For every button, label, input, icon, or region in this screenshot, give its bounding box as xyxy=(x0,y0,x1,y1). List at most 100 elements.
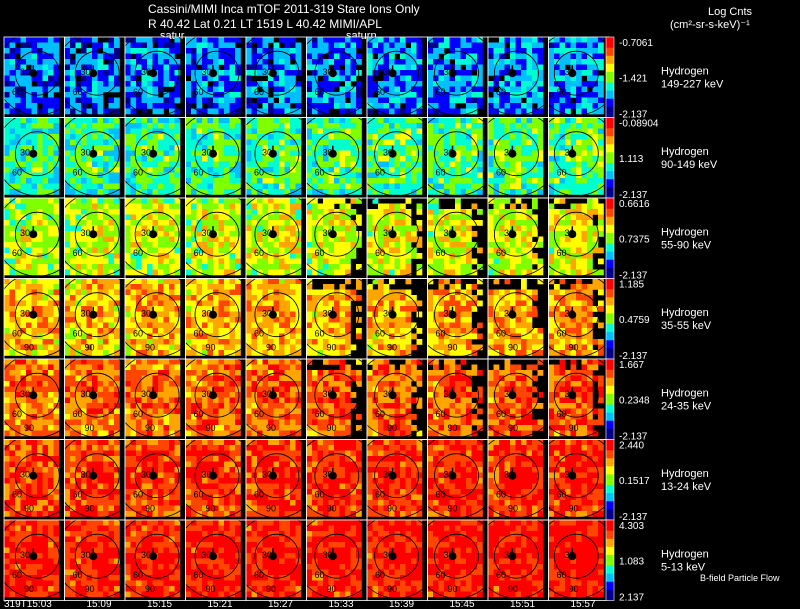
heatmap-pixel xyxy=(191,117,197,124)
heatmap-pixel xyxy=(383,203,390,210)
heatmap-pixel xyxy=(9,75,16,82)
heatmap-pixel xyxy=(383,183,390,190)
heatmap-pixel xyxy=(455,64,461,71)
heatmap-pixel xyxy=(141,242,148,248)
heatmap-pixel xyxy=(598,258,604,265)
heatmap-pixel xyxy=(526,178,533,184)
heatmap-pixel xyxy=(218,242,225,248)
heatmap-pixel xyxy=(70,225,76,232)
heatmap-pixel xyxy=(257,300,263,307)
heatmap-pixel xyxy=(460,178,467,184)
heatmap-pixel xyxy=(64,225,71,232)
heatmap-pixel xyxy=(75,178,82,184)
heatmap-pixel xyxy=(262,300,269,307)
heatmap-pixel xyxy=(9,300,16,307)
heatmap-pixel xyxy=(136,247,142,254)
heatmap-pixel xyxy=(125,225,131,232)
colorbar-segment xyxy=(606,128,614,132)
colorbar-segment xyxy=(606,74,614,78)
heatmap-pixel xyxy=(367,64,373,71)
heatmap-pixel xyxy=(367,145,373,151)
heatmap-pixel xyxy=(235,53,241,60)
heatmap-pixel xyxy=(191,48,197,54)
heatmap-pixel xyxy=(537,139,544,146)
heatmap-pixel xyxy=(202,209,208,215)
heatmap-pixel xyxy=(427,75,434,82)
heatmap-pixel xyxy=(411,236,417,243)
heatmap-pixel xyxy=(504,258,511,265)
heatmap-pixel xyxy=(279,64,285,71)
heatmap-pixel xyxy=(246,178,252,184)
heatmap-pixel xyxy=(64,209,71,215)
heatmap-pixel xyxy=(521,247,527,254)
heatmap-pixel xyxy=(26,278,32,285)
heatmap-pixel xyxy=(185,81,192,87)
heatmap-pixel xyxy=(587,264,593,270)
heatmap-pixel xyxy=(444,42,450,49)
heatmap-pixel xyxy=(548,92,555,98)
heatmap-pixel xyxy=(328,139,335,146)
heatmap-pixel xyxy=(9,344,16,351)
heatmap-pixel xyxy=(103,145,109,151)
heatmap-pixel xyxy=(554,108,560,115)
heatmap-pixel xyxy=(108,103,115,109)
heatmap-pixel xyxy=(152,59,159,65)
heatmap-pixel xyxy=(147,117,153,124)
heatmap-pixel xyxy=(416,86,423,93)
heatmap-pixel xyxy=(345,247,351,254)
contour-line xyxy=(254,50,300,96)
heatmap-pixel xyxy=(350,123,357,129)
heatmap-pixel xyxy=(400,145,406,151)
heatmap-pixel xyxy=(383,108,390,115)
heatmap-pixel xyxy=(515,42,522,49)
heatmap-pixel xyxy=(581,209,588,215)
heatmap-pixel xyxy=(576,42,582,49)
heatmap-pixel xyxy=(53,344,60,351)
contour-line xyxy=(548,117,609,197)
heatmap-pixel xyxy=(510,128,516,135)
heatmap-pixel xyxy=(31,225,38,232)
heatmap-pixel xyxy=(339,53,346,60)
heatmap-pixel xyxy=(141,48,148,54)
heatmap-pixel xyxy=(537,236,544,243)
heatmap-pixel xyxy=(163,64,170,71)
colorbar-segment xyxy=(606,235,614,239)
heatmap-pixel xyxy=(64,161,71,168)
heatmap-pixel xyxy=(103,128,109,135)
heatmap-pixel xyxy=(532,189,538,195)
heatmap-pixel xyxy=(114,344,120,351)
heatmap-pixel xyxy=(136,134,142,140)
heatmap-pixel xyxy=(108,178,115,184)
heatmap-pixel xyxy=(466,92,472,98)
heatmap-pixel xyxy=(548,75,555,82)
heatmap-pixel xyxy=(411,139,417,146)
heatmap-pixel xyxy=(383,231,390,237)
heatmap-pixel xyxy=(163,350,170,356)
heatmap-pixel xyxy=(108,242,115,248)
heatmap-pixel xyxy=(356,178,362,184)
heatmap-pixel xyxy=(279,139,285,146)
heatmap-pixel xyxy=(53,128,60,135)
heatmap-pixel xyxy=(174,258,181,265)
colorbar-segment xyxy=(606,152,614,156)
heatmap-pixel xyxy=(438,81,445,87)
heatmap-pixel xyxy=(218,289,225,296)
heatmap-pixel xyxy=(576,236,582,243)
heatmap-pixel xyxy=(75,269,82,276)
heatmap-pixel xyxy=(444,59,450,65)
heatmap-pixel xyxy=(224,295,230,301)
heatmap-pixel xyxy=(42,328,49,334)
heatmap-pixel xyxy=(152,108,159,115)
heatmap-pixel xyxy=(570,178,577,184)
heatmap-pixel xyxy=(284,253,291,259)
heatmap-pixel xyxy=(42,289,49,296)
heatmap-pixel xyxy=(510,220,516,226)
heatmap-pixel xyxy=(576,178,582,184)
heatmap-pixel xyxy=(48,242,54,248)
heatmap-pixel xyxy=(598,97,604,104)
heatmap-pixel xyxy=(125,289,131,296)
heatmap-pixel xyxy=(460,48,467,54)
heatmap-pixel xyxy=(86,134,93,140)
heatmap-pixel xyxy=(218,247,225,254)
heatmap-pixel xyxy=(504,172,511,179)
